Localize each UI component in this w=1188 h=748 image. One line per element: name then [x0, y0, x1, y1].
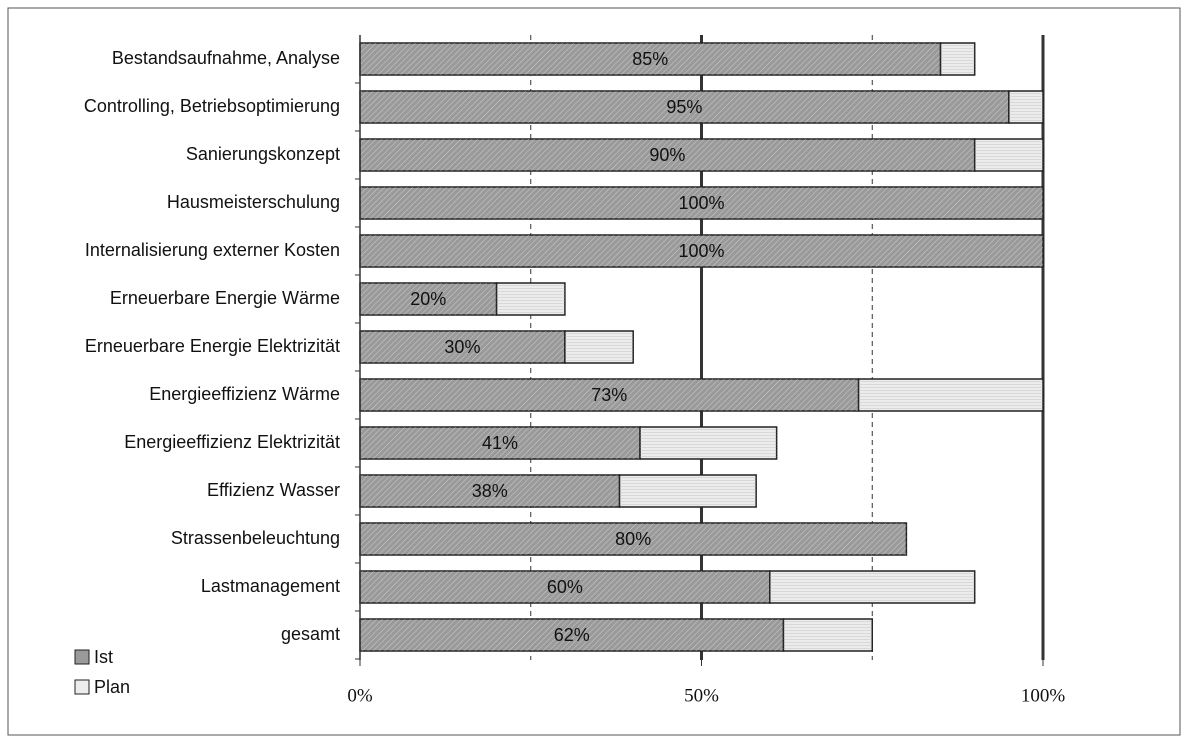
y-tick-label: Hausmeisterschulung	[167, 192, 340, 212]
y-tick-label: gesamt	[281, 624, 340, 644]
y-tick-label: Energieeffizienz Elektrizität	[124, 432, 340, 452]
x-tick-label: 50%	[684, 685, 719, 706]
bar	[639, 426, 778, 460]
y-tick-label: Strassenbeleuchtung	[171, 528, 340, 548]
y-tick-label: Erneuerbare Energie Wärme	[110, 288, 340, 308]
data-label: 85%	[632, 49, 668, 69]
frame	[7, 7, 1181, 736]
data-label: 73%	[591, 385, 627, 405]
bar	[769, 570, 976, 604]
data-label: 100%	[678, 193, 724, 213]
data-label: 41%	[482, 433, 518, 453]
y-tick-label: Sanierungskonzept	[186, 144, 340, 164]
data-label: 20%	[410, 289, 446, 309]
legend-swatch	[74, 649, 90, 665]
data-label: 100%	[678, 241, 724, 261]
bar	[1008, 90, 1044, 124]
bar	[495, 282, 566, 316]
y-tick-label: Effizienz Wasser	[207, 480, 340, 500]
data-label: 80%	[615, 529, 651, 549]
y-tick-label: Lastmanagement	[201, 576, 340, 596]
y-tick-label: Controlling, Betriebsoptimierung	[84, 96, 340, 116]
y-tick-label: Energieeffizienz Wärme	[149, 384, 340, 404]
legend-label: Ist	[94, 647, 113, 667]
legend-label: Plan	[94, 677, 130, 697]
data-label: 60%	[547, 577, 583, 597]
y-tick-label: Erneuerbare Energie Elektrizität	[85, 336, 340, 356]
bar	[939, 42, 976, 76]
y-tick-label: Internalisierung externer Kosten	[85, 240, 340, 260]
bar	[618, 474, 757, 508]
bar	[973, 138, 1044, 172]
x-tick-label: 0%	[347, 685, 373, 706]
data-label: 38%	[472, 481, 508, 501]
legend-swatch	[74, 679, 90, 695]
bar	[782, 618, 874, 652]
data-label: 95%	[666, 97, 702, 117]
data-label: 90%	[649, 145, 685, 165]
x-tick-label: 100%	[1021, 685, 1066, 706]
bar	[857, 378, 1044, 412]
bar	[564, 330, 634, 364]
y-tick-label: Bestandsaufnahme, Analyse	[112, 48, 340, 68]
data-label: 62%	[554, 625, 590, 645]
data-label: 30%	[444, 337, 480, 357]
